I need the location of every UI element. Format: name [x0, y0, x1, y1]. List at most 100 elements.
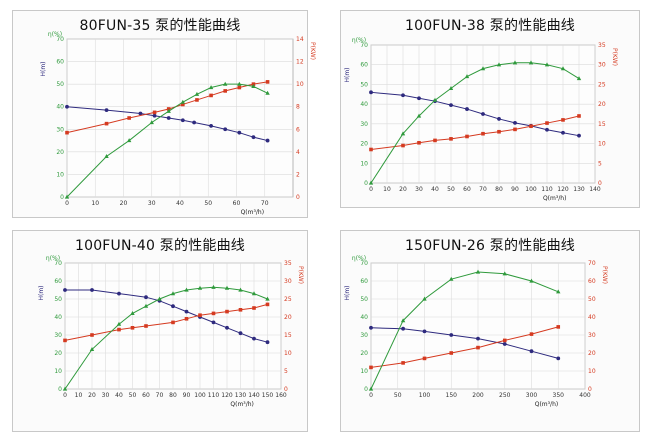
- head-point: [561, 130, 565, 135]
- x-tick-label: 10: [75, 392, 83, 399]
- left-tick-label: 20: [360, 350, 368, 357]
- x-axis-label: Q(m³/h): [230, 401, 253, 408]
- power-point: [90, 333, 94, 337]
- x-tick-label: 130: [235, 392, 247, 399]
- x-tick-label: 300: [526, 392, 538, 399]
- efficiency-point: [400, 131, 406, 136]
- efficiency-point: [368, 386, 374, 391]
- right-tick-label: 5: [284, 368, 288, 375]
- head-point: [497, 117, 501, 121]
- left-tick-label: 60: [56, 59, 64, 66]
- power-point: [195, 98, 199, 102]
- left-tick-label: 70: [56, 36, 64, 43]
- head-axis-label: H(m): [344, 285, 351, 300]
- head-point: [476, 336, 480, 341]
- x-tick-label: 110: [541, 186, 553, 193]
- head-point: [465, 107, 469, 111]
- right-tick-label: 0: [598, 180, 602, 187]
- efficiency-point: [237, 81, 242, 86]
- head-point: [104, 108, 109, 112]
- left-tick-label: 50: [360, 81, 368, 88]
- x-tick-label: 250: [499, 392, 511, 399]
- head-point: [513, 120, 517, 125]
- left-tick-label: 70: [54, 260, 62, 267]
- x-tick-label: 70: [261, 200, 269, 207]
- left-tick-label: 60: [360, 278, 368, 285]
- efficiency-curve: [66, 83, 268, 198]
- x-tick-label: 400: [579, 392, 591, 399]
- right-tick-label: 15: [284, 332, 292, 339]
- power-point: [223, 89, 227, 93]
- efficiency-point: [544, 62, 550, 67]
- right-tick-label: 35: [284, 260, 292, 267]
- chart-title-3: 100FUN-40 泵的性能曲线: [74, 238, 245, 254]
- x-tick-label: 50: [129, 392, 137, 399]
- eff-axis-label: η(%): [46, 255, 60, 262]
- head-point: [238, 331, 243, 336]
- x-tick-label: 140: [248, 392, 260, 399]
- x-axis-label: Q(m³/h): [543, 195, 566, 202]
- efficiency-point: [464, 74, 470, 79]
- left-tick-label: 30: [360, 121, 368, 128]
- power-point: [529, 124, 533, 129]
- head-axis-label: H(m): [40, 61, 47, 76]
- efficiency-point: [480, 66, 486, 71]
- left-tick-label: 50: [360, 296, 368, 303]
- efficiency-point: [64, 194, 70, 199]
- chart-panel-1: 80FUN-35 泵的性能曲线 0 10 20 30 40 50 60 70 0 10 20 30 40…: [12, 10, 316, 218]
- head-curve: [370, 327, 559, 359]
- power-point: [144, 324, 148, 328]
- power-point: [181, 102, 185, 107]
- right-tick-label: 25: [598, 81, 606, 88]
- x-tick-label: 90: [183, 392, 191, 399]
- power-point: [476, 345, 480, 350]
- right-tick-label: 50: [588, 296, 596, 303]
- power-point: [198, 313, 202, 317]
- power-point: [513, 127, 517, 132]
- head-point: [369, 325, 373, 330]
- efficiency-point: [223, 81, 228, 86]
- x-tick-label: 110: [208, 392, 220, 399]
- efficiency-point: [529, 278, 534, 283]
- x-tick-label: 0: [63, 392, 67, 399]
- efficiency-point: [130, 311, 135, 315]
- right-tick-label: 25: [284, 296, 292, 303]
- x-tick-label: 120: [557, 186, 569, 193]
- efficiency-point: [89, 347, 95, 351]
- right-tick-label: 10: [296, 81, 304, 88]
- right-tick-label: 12: [296, 59, 304, 66]
- efficiency-point: [416, 113, 422, 118]
- power-axis-label: P(KW): [611, 48, 618, 66]
- head-point: [401, 326, 405, 331]
- head-curve: [66, 106, 268, 142]
- power-point: [481, 131, 485, 136]
- right-tick-label: 10: [284, 350, 292, 357]
- head-point: [180, 118, 185, 123]
- left-tick-label: 0: [58, 386, 62, 393]
- head-point: [449, 333, 454, 337]
- efficiency-point: [180, 99, 186, 104]
- left-tick-label: 0: [60, 194, 64, 201]
- right-tick-label: 30: [598, 62, 606, 69]
- x-tick-label: 50: [204, 200, 212, 207]
- power-point: [209, 93, 213, 98]
- x-tick-label: 50: [447, 186, 455, 193]
- head-axis-label: H(m): [344, 67, 351, 82]
- head-point: [265, 340, 270, 345]
- power-axis-label: P(KW): [297, 266, 304, 284]
- efficiency-point: [449, 276, 454, 281]
- efficiency-point: [211, 284, 216, 289]
- chart-panel-4: 150FUN-26 泵的性能曲线 0 50 100 150 200 250 300 350 40…: [340, 230, 640, 432]
- left-tick-label: 20: [360, 141, 368, 148]
- head-point: [138, 111, 143, 116]
- eff-axis-label: η(%): [352, 255, 366, 262]
- efficiency-point: [432, 97, 438, 102]
- x-tick-label: 0: [65, 200, 69, 207]
- left-tick-label: 30: [360, 332, 368, 339]
- head-point: [265, 138, 270, 143]
- efficiency-point: [265, 296, 270, 301]
- left-tick-label: 10: [54, 368, 62, 375]
- efficiency-point: [104, 153, 109, 158]
- right-tick-label: 8: [296, 104, 300, 111]
- power-point: [561, 118, 565, 122]
